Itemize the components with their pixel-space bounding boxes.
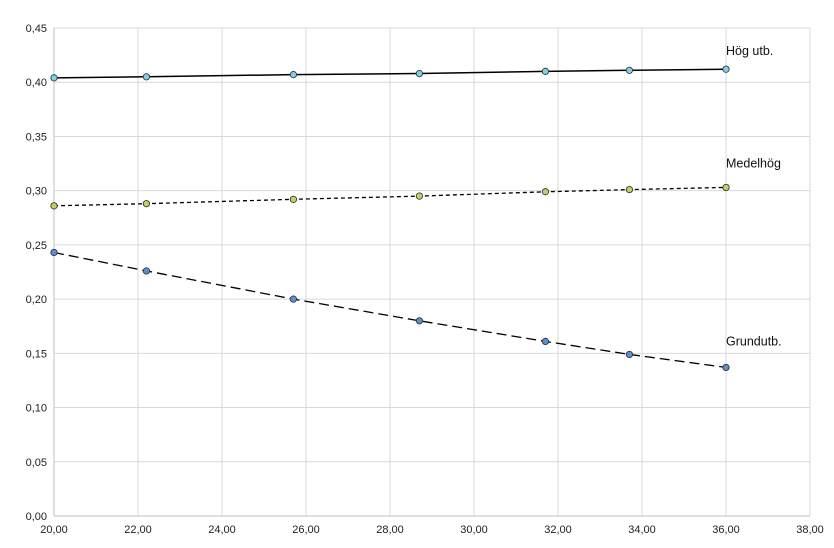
series-label: Hög utb. [726,44,773,58]
data-point [415,69,423,78]
data-point [625,185,634,194]
series-group [50,65,730,372]
data-point [541,337,550,346]
data-point [142,267,150,275]
data-point [541,188,550,196]
data-point [722,183,730,192]
y-tick-label: 0,30 [26,186,47,198]
y-tick-label: 0,20 [26,294,47,306]
data-point [541,67,550,75]
x-tick-label: 34,00 [628,524,656,536]
x-tick-label: 36,00 [712,524,740,536]
x-tick-label: 32,00 [544,524,572,536]
data-point [625,66,634,74]
y-tick-label: 0,15 [26,348,47,360]
y-tick-label: 0,05 [26,457,47,469]
grid [54,27,811,516]
series-label: Grundutb. [726,334,782,348]
x-tick-label: 38,00 [796,524,824,536]
y-tick-label: 0,25 [26,240,47,252]
y-tick-label: 0,45 [26,23,47,35]
data-point [142,200,150,208]
y-tick-label: 0,10 [26,403,47,415]
x-tick-label: 22,00 [124,524,152,536]
y-axis-ticks: 0,00 0,05 0,10 0,15 0,20 0,25 0,30 0,35 0,40 0,45 [26,23,47,523]
data-point [722,363,730,372]
x-axis-ticks: 20,00 22,00 24,00 26,00 28,00 30,00 32,00 34,00… [40,524,824,536]
data-point [50,248,58,257]
y-tick-label: 0,00 [26,511,47,523]
data-point [415,317,423,325]
data-point [415,192,423,200]
y-tick-label: 0,40 [26,77,47,89]
data-point [289,195,297,203]
series-labels: Hög utb. Medelhög Grundutb. [726,44,782,348]
x-tick-label: 26,00 [292,524,320,536]
data-point [625,350,634,359]
data-point [50,74,58,82]
series-label: Medelhög [726,156,781,170]
data-point [50,202,58,210]
data-point [142,73,150,81]
x-tick-label: 30,00 [460,524,488,536]
axes [53,28,810,517]
data-point [289,295,297,303]
data-point [722,65,730,73]
y-tick-label: 0,35 [26,131,47,143]
x-tick-label: 20,00 [40,524,68,536]
x-tick-label: 24,00 [208,524,236,536]
x-tick-label: 28,00 [376,524,404,536]
data-point [289,71,297,79]
